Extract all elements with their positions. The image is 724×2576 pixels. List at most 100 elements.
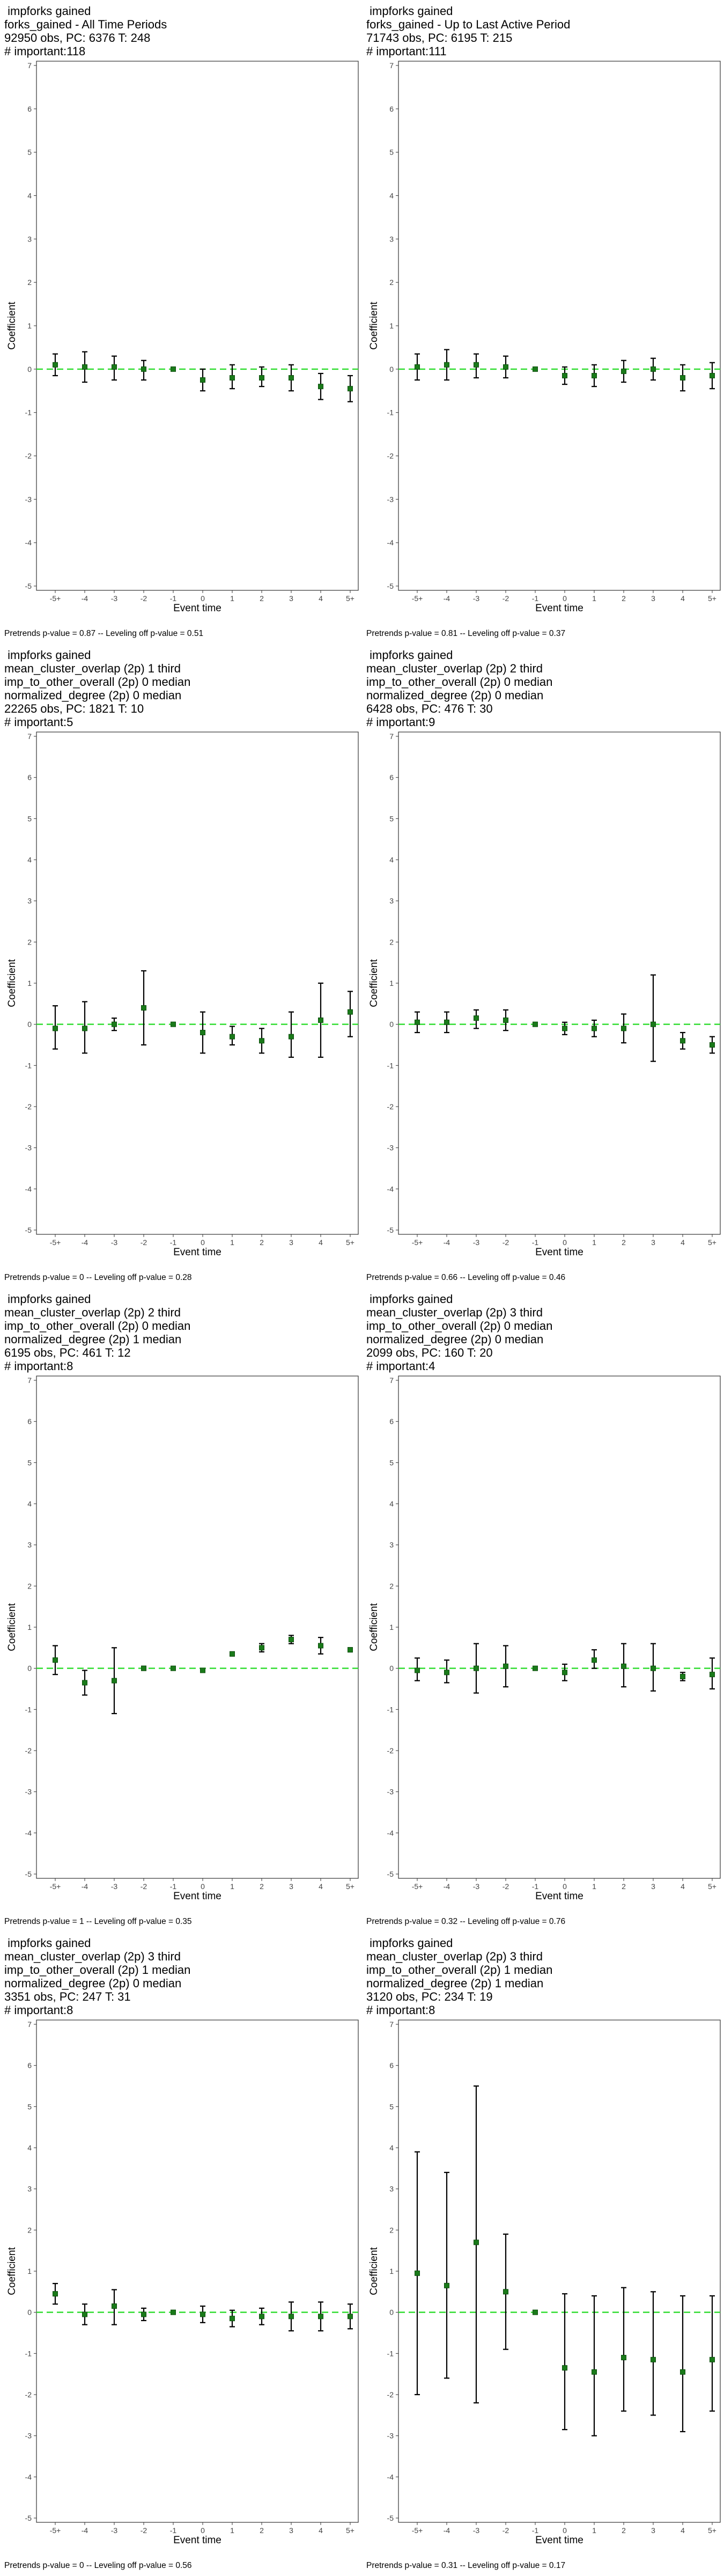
event-study-chart-2: impforks gained forks_gained - Up to Last… <box>362 0 724 644</box>
x-tick-label: -4 <box>444 1882 450 1891</box>
x-tick-label: -2 <box>141 2526 147 2535</box>
chart-title-line: impforks gained <box>4 1936 91 1950</box>
x-tick-label: 4 <box>681 1882 685 1891</box>
x-axis-label: Event time <box>535 2535 583 2546</box>
chart-title-line: imp_to_other_overall (2p) 0 median <box>366 1319 553 1333</box>
x-tick-label: 0 <box>201 1882 205 1891</box>
y-tick-label: 4 <box>389 192 394 200</box>
x-tick-label: 4 <box>681 594 685 603</box>
y-tick-label: 2 <box>27 1582 32 1590</box>
y-tick-label: 7 <box>389 1376 394 1385</box>
x-tick-label: -1 <box>170 594 177 603</box>
plot-frame <box>36 61 359 591</box>
x-tick-label: 4 <box>319 1882 323 1891</box>
coefficient-point <box>141 1005 146 1011</box>
x-tick-label: 0 <box>563 1238 567 1247</box>
x-tick-label: -5+ <box>50 594 61 603</box>
y-tick-label: 6 <box>389 1417 394 1426</box>
plot-frame <box>36 1375 359 1879</box>
x-tick-label: 2 <box>260 2526 264 2535</box>
coefficient-point <box>200 2311 205 2317</box>
y-tick-label: -2 <box>25 1102 32 1111</box>
y-tick-label: 4 <box>27 2143 32 2152</box>
y-tick-label: 1 <box>389 979 394 987</box>
y-tick-label: 7 <box>389 61 394 70</box>
y-tick-label: 2 <box>27 278 32 287</box>
y-tick-label: 3 <box>27 2185 32 2193</box>
y-tick-label: -5 <box>387 582 394 590</box>
coefficient-point <box>651 1021 656 1027</box>
y-tick-label: 2 <box>389 278 394 287</box>
y-tick-label: -5 <box>387 1226 394 1234</box>
p-value-footnote: Pretrends p-value = 0 -- Leveling off p-… <box>4 1273 192 1282</box>
coefficient-point <box>259 375 264 380</box>
x-tick-label: -4 <box>82 2526 88 2535</box>
x-tick-label: -2 <box>141 1882 147 1891</box>
y-tick-label: 1 <box>389 1623 394 1631</box>
coefficient-point <box>710 1672 715 1678</box>
x-tick-label: 3 <box>651 2526 655 2535</box>
x-tick-label: -1 <box>532 2526 539 2535</box>
p-value-footnote: Pretrends p-value = 0 -- Leveling off p-… <box>4 2561 192 2570</box>
y-tick-label: 2 <box>27 2226 32 2234</box>
x-tick-label: 3 <box>651 594 655 603</box>
y-tick-label: 5 <box>27 2102 32 2111</box>
y-tick-label: -2 <box>25 452 32 460</box>
y-tick-label: -2 <box>387 452 394 460</box>
y-tick-label: 7 <box>27 2020 32 2029</box>
coefficient-point <box>710 1042 715 1048</box>
event-study-chart-6: impforks gained mean_cluster_overlap (2p)… <box>362 1288 724 1932</box>
coefficient-point <box>259 1645 264 1651</box>
x-tick-label: 3 <box>651 1882 655 1891</box>
x-tick-label: -3 <box>111 1882 118 1891</box>
y-tick-label: 1 <box>27 321 32 330</box>
chart-title-line: 2099 obs, PC: 160 T: 20 <box>366 1346 493 1359</box>
coefficient-point <box>415 1667 420 1673</box>
chart-title: impforks gained mean_cluster_overlap (2p)… <box>366 648 552 729</box>
x-tick-label: 5+ <box>708 2526 716 2535</box>
coefficient-point <box>533 1021 538 1027</box>
x-tick-label: 3 <box>651 1238 655 1247</box>
y-tick-label: 3 <box>27 235 32 243</box>
coefficient-point <box>259 2314 264 2319</box>
chart-title-line: normalized_degree (2p) 0 median <box>4 1977 182 1990</box>
x-tick-label: -2 <box>503 2526 509 2535</box>
p-value-footnote: Pretrends p-value = 0.81 -- Leveling off… <box>366 629 566 638</box>
chart-title-line: 6195 obs, PC: 461 T: 12 <box>4 1346 131 1359</box>
y-tick-label: -3 <box>387 1144 394 1152</box>
y-tick-label: -4 <box>25 538 32 547</box>
y-tick-label: 0 <box>389 2308 394 2317</box>
y-tick-label: -2 <box>25 2390 32 2399</box>
coefficient-point <box>592 1026 597 1031</box>
chart-title: impforks gained forks_gained - All Time P… <box>4 4 167 58</box>
x-axis-label: Event time <box>173 603 221 614</box>
chart-title: impforks gained mean_cluster_overlap (2p)… <box>4 1292 190 1373</box>
x-tick-label: 2 <box>260 1882 264 1891</box>
y-tick-label: -4 <box>387 2472 394 2481</box>
coefficient-point <box>621 2355 626 2360</box>
plot-area: -5 -4 -3 -2 -1 0 1 2 3 4 5 6 7 -5+ -4 -3 -2 -1 0 1 2 3 4 5+ Even… <box>368 731 721 1258</box>
coefficient-point <box>562 1026 567 1031</box>
x-tick-label: -2 <box>141 1238 147 1247</box>
coefficient-point <box>592 372 597 378</box>
coefficient-point <box>318 384 323 390</box>
x-tick-label: -5+ <box>412 1238 423 1247</box>
x-tick-label: -3 <box>111 2526 118 2535</box>
coefficient-point <box>53 1657 58 1663</box>
y-tick-label: 3 <box>389 1541 394 1549</box>
coefficient-point <box>562 372 567 378</box>
coefficient-point <box>112 1678 117 1684</box>
chart-title-line: forks_gained - All Time Periods <box>4 18 167 31</box>
coefficient-point <box>318 1018 323 1023</box>
chart-title-line: impforks gained <box>366 648 453 662</box>
chart-title-line: # important:118 <box>4 45 86 58</box>
y-tick-label: -4 <box>387 1184 394 1193</box>
x-tick-label: 4 <box>681 2526 685 2535</box>
y-tick-label: -3 <box>25 495 32 503</box>
coefficient-point <box>348 2314 353 2319</box>
y-tick-label: 7 <box>27 732 32 741</box>
x-axis-label: Event time <box>535 1891 583 1902</box>
y-tick-label: -5 <box>25 582 32 590</box>
coefficient-point <box>503 364 508 370</box>
plot-area: -5 -4 -3 -2 -1 0 1 2 3 4 5 6 7 -5+ -4 -3 -2 -1 0 1 2 3 4 5+ Even… <box>368 61 721 614</box>
